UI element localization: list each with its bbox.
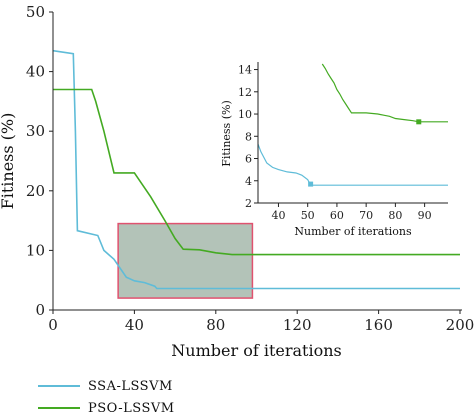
y-tick-label: 6 (245, 153, 252, 166)
y-tick-label: 0 (35, 301, 45, 319)
x-tick-label: 60 (330, 209, 344, 222)
x-axis-label: Number of iterations (294, 225, 412, 238)
x-tick-label: 40 (271, 209, 285, 222)
zoom-region (117, 222, 254, 299)
x-tick-label: 40 (125, 316, 144, 334)
x-tick-label: 50 (301, 209, 315, 222)
y-tick-label: 20 (26, 182, 45, 200)
series-line-pso-lssvm (53, 88, 460, 256)
y-tick-label: 10 (26, 241, 45, 259)
legend-swatch-pso (38, 407, 80, 409)
x-tick-label: 120 (283, 316, 312, 334)
legend-item-pso: PSO-LSSVM (38, 397, 175, 419)
x-tick-label: 90 (418, 209, 432, 222)
y-axis-label: Fitiness (%) (220, 100, 233, 167)
x-tick-label: 200 (446, 316, 474, 334)
y-axis-label: Fitiness (%) (0, 113, 17, 210)
inset-background (258, 64, 448, 203)
x-tick-label: 160 (364, 316, 393, 334)
y-tick-label: 2 (245, 197, 252, 210)
x-tick-label: 70 (359, 209, 373, 222)
legend-swatch-ssa (38, 385, 80, 387)
y-tick-label: 50 (26, 3, 45, 21)
main-plot: 0 40 80 120 160 200 0 10 20 30 40 50 Number of itera… (0, 3, 474, 360)
x-tick-label: 80 (388, 209, 402, 222)
series-line-ssa-lssvm (52, 49, 460, 290)
legend-label-pso: PSO-LSSVM (88, 400, 175, 416)
series-line-ssa-lssvm (257, 143, 448, 186)
legend: SSA-LSSVM PSO-LSSVM (38, 375, 175, 419)
y-tick-label: 12 (238, 86, 252, 99)
y-tick-label: 40 (26, 63, 45, 81)
series-marker-pso-lssvm (416, 119, 422, 125)
y-tick-label: 10 (238, 108, 252, 121)
y-tick-label: 30 (26, 122, 45, 140)
inset-plot: 40 50 60 70 80 90 2 4 6 8 10 12 14 Number of iteratio… (220, 62, 448, 238)
y-tick-label: 4 (245, 175, 252, 188)
x-tick-label: 0 (48, 316, 58, 334)
legend-label-ssa: SSA-LSSVM (88, 378, 173, 394)
x-tick-label: 80 (206, 316, 225, 334)
series-line-pso-lssvm (321, 63, 448, 123)
series-marker-ssa-lssvm (308, 181, 314, 187)
x-axis-label: Number of iterations (171, 341, 341, 360)
y-tick-label: 14 (238, 64, 252, 77)
y-tick-label: 8 (245, 130, 252, 143)
legend-item-ssa: SSA-LSSVM (38, 375, 175, 397)
